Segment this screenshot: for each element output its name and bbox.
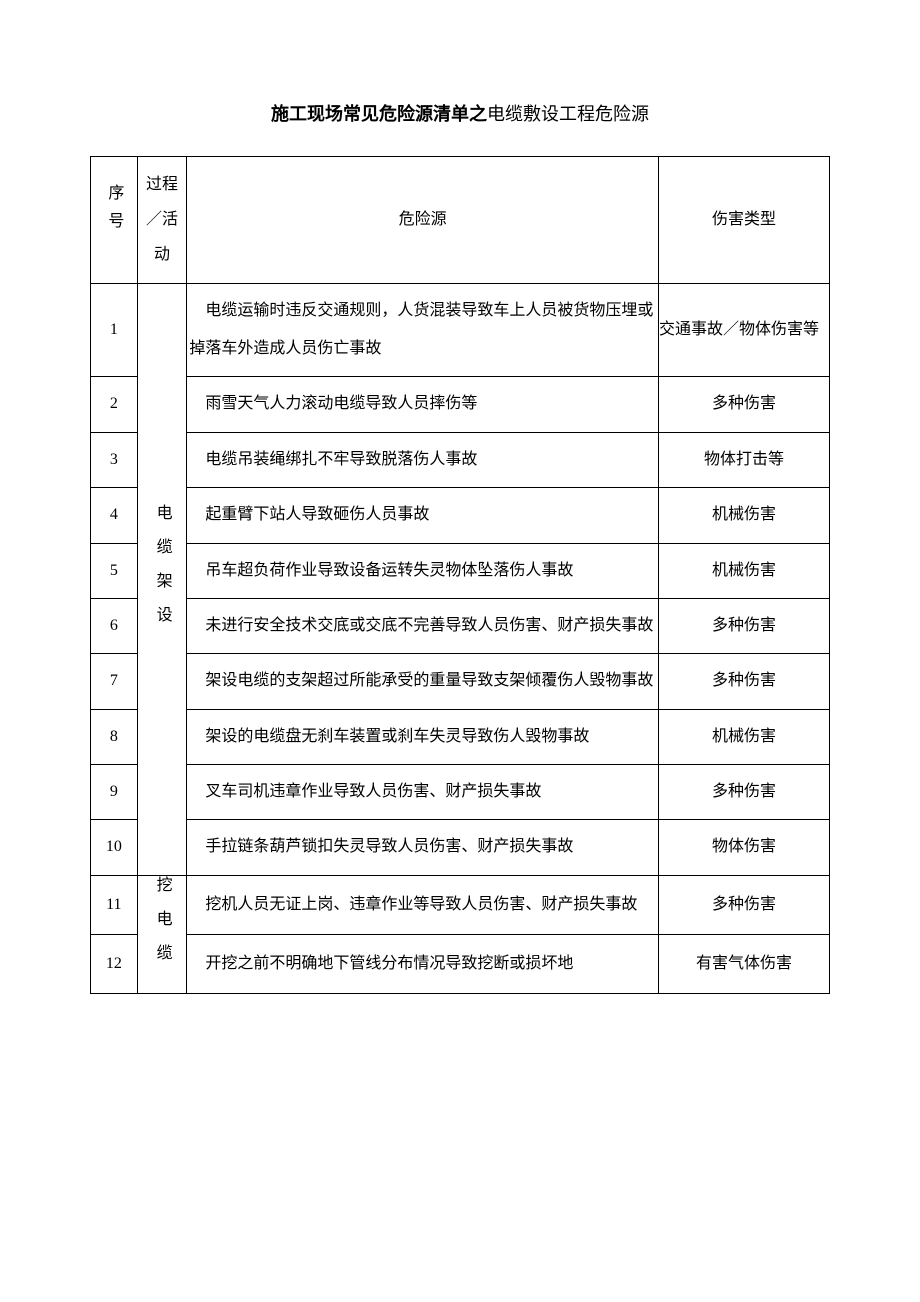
row-num: 10 xyxy=(91,820,138,875)
activity-cell-2: 挖电缆 xyxy=(137,875,187,993)
title-bold: 施工现场常见危险源清单之 xyxy=(271,104,487,124)
title-normal: 电缆敷设工程危险源 xyxy=(487,104,649,124)
hazard-cell: 电缆运输时违反交通规则，人货混装导致车上人员被货物压埋或掉落车外造成人员伤亡事故 xyxy=(187,283,659,377)
table-row: 11 挖电缆 挖机人员无证上岗、违章作业等导致人员伤害、财产损失事故 多种伤害 xyxy=(91,875,830,934)
row-num: 7 xyxy=(91,654,138,709)
table-row: 10 手拉链条葫芦锁扣失灵导致人员伤害、财产损失事故 物体伤害 xyxy=(91,820,830,875)
hazard-cell: 开挖之前不明确地下管线分布情况导致挖断或损坏地 xyxy=(187,935,659,994)
hazard-cell: 手拉链条葫芦锁扣失灵导致人员伤害、财产损失事故 xyxy=(187,820,659,875)
table-row: 8 架设的电缆盘无刹车装置或刹车失灵导致伤人毁物事故 机械伤害 xyxy=(91,709,830,764)
row-num: 2 xyxy=(91,377,138,432)
header-hazard: 危险源 xyxy=(187,157,659,284)
hazard-cell: 架设的电缆盘无刹车装置或刹车失灵导致伤人毁物事故 xyxy=(187,709,659,764)
hazard-cell: 起重臂下站人导致砸伤人员事故 xyxy=(187,488,659,543)
activity-cell-1: 电缆架设 xyxy=(137,283,187,875)
type-cell: 物体伤害 xyxy=(658,820,829,875)
hazard-cell: 挖机人员无证上岗、违章作业等导致人员伤害、财产损失事故 xyxy=(187,875,659,934)
hazard-cell: 未进行安全技术交底或交底不完善导致人员伤害、财产损失事故 xyxy=(187,598,659,653)
row-num: 4 xyxy=(91,488,138,543)
row-num: 12 xyxy=(91,935,138,994)
table-row: 3 电缆吊装绳绑扎不牢导致脱落伤人事故 物体打击等 xyxy=(91,432,830,487)
row-num: 8 xyxy=(91,709,138,764)
type-cell: 多种伤害 xyxy=(658,765,829,820)
type-cell: 机械伤害 xyxy=(658,543,829,598)
hazard-cell: 雨雪天气人力滚动电缆导致人员摔伤等 xyxy=(187,377,659,432)
page-title: 施工现场常见危险源清单之电缆敷设工程危险源 xyxy=(90,100,830,126)
hazard-table: 序号 过程／活动 危险源 伤害类型 1 电缆架设 电缆运输时违反交通规则，人货混… xyxy=(90,156,830,994)
hazard-cell: 架设电缆的支架超过所能承受的重量导致支架倾覆伤人毁物事故 xyxy=(187,654,659,709)
type-cell: 交通事故／物体伤害等 xyxy=(658,283,829,377)
type-cell: 机械伤害 xyxy=(658,709,829,764)
type-cell: 多种伤害 xyxy=(658,377,829,432)
row-num: 9 xyxy=(91,765,138,820)
table-row: 1 电缆架设 电缆运输时违反交通规则，人货混装导致车上人员被货物压埋或掉落车外造… xyxy=(91,283,830,377)
row-num: 3 xyxy=(91,432,138,487)
row-num: 1 xyxy=(91,283,138,377)
table-row: 6 未进行安全技术交底或交底不完善导致人员伤害、财产损失事故 多种伤害 xyxy=(91,598,830,653)
hazard-cell: 电缆吊装绳绑扎不牢导致脱落伤人事故 xyxy=(187,432,659,487)
row-num: 11 xyxy=(91,875,138,934)
row-num: 6 xyxy=(91,598,138,653)
type-cell: 机械伤害 xyxy=(658,488,829,543)
header-num: 序号 xyxy=(91,157,138,284)
type-cell: 多种伤害 xyxy=(658,654,829,709)
type-cell: 多种伤害 xyxy=(658,598,829,653)
table-row: 7 架设电缆的支架超过所能承受的重量导致支架倾覆伤人毁物事故 多种伤害 xyxy=(91,654,830,709)
type-cell: 有害气体伤害 xyxy=(658,935,829,994)
hazard-cell: 叉车司机违章作业导致人员伤害、财产损失事故 xyxy=(187,765,659,820)
hazard-cell: 吊车超负荷作业导致设备运转失灵物体坠落伤人事故 xyxy=(187,543,659,598)
row-num: 5 xyxy=(91,543,138,598)
table-row: 4 起重臂下站人导致砸伤人员事故 机械伤害 xyxy=(91,488,830,543)
type-cell: 多种伤害 xyxy=(658,875,829,934)
table-row: 9 叉车司机违章作业导致人员伤害、财产损失事故 多种伤害 xyxy=(91,765,830,820)
header-activity: 过程／活动 xyxy=(137,157,187,284)
table-row: 2 雨雪天气人力滚动电缆导致人员摔伤等 多种伤害 xyxy=(91,377,830,432)
header-row: 序号 过程／活动 危险源 伤害类型 xyxy=(91,157,830,284)
table-row: 5 吊车超负荷作业导致设备运转失灵物体坠落伤人事故 机械伤害 xyxy=(91,543,830,598)
table-row: 12 开挖之前不明确地下管线分布情况导致挖断或损坏地 有害气体伤害 xyxy=(91,935,830,994)
header-type: 伤害类型 xyxy=(658,157,829,284)
type-cell: 物体打击等 xyxy=(658,432,829,487)
